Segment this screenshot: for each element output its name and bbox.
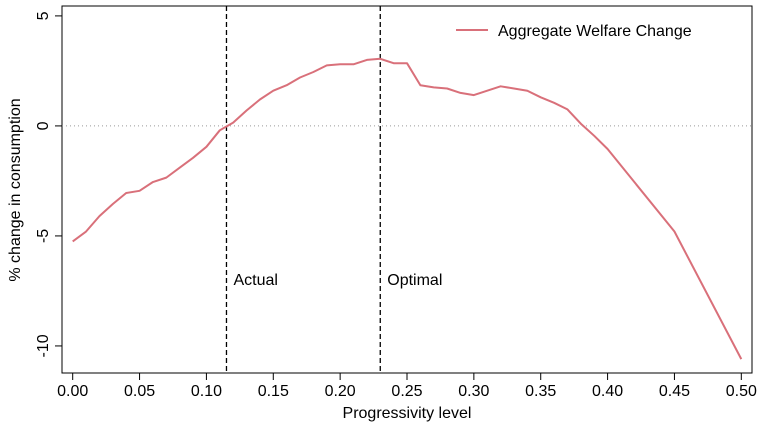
x-tick-label: 0.15 [258, 383, 289, 400]
reference-label: Optimal [387, 272, 442, 289]
x-tick-label: 0.45 [659, 383, 690, 400]
y-axis-label: % change in consumption [7, 98, 24, 281]
data-line [72, 57, 743, 360]
x-tick-label: 0.20 [325, 383, 356, 400]
x-axis-label: Progressivity level [343, 405, 472, 422]
plot-frame [61, 5, 753, 374]
x-tick-label: 0.10 [191, 383, 222, 400]
x-tick-label: 0.30 [458, 383, 489, 400]
y-tick-label: 0 [35, 121, 52, 130]
y-tick-label: 5 [35, 11, 52, 20]
x-tick-label: 0.40 [592, 383, 623, 400]
x-tick-label: 0.35 [525, 383, 556, 400]
y-tick-label: -5 [35, 229, 52, 243]
reference-label: Actual [233, 272, 277, 289]
x-tick-label: 0.50 [726, 383, 757, 400]
legend-label: Aggregate Welfare Change [498, 23, 692, 40]
y-tick-label: -10 [35, 334, 52, 357]
x-tick-label: 0.00 [57, 383, 88, 400]
x-tick-label: 0.25 [391, 383, 422, 400]
x-tick-label: 0.05 [124, 383, 155, 400]
